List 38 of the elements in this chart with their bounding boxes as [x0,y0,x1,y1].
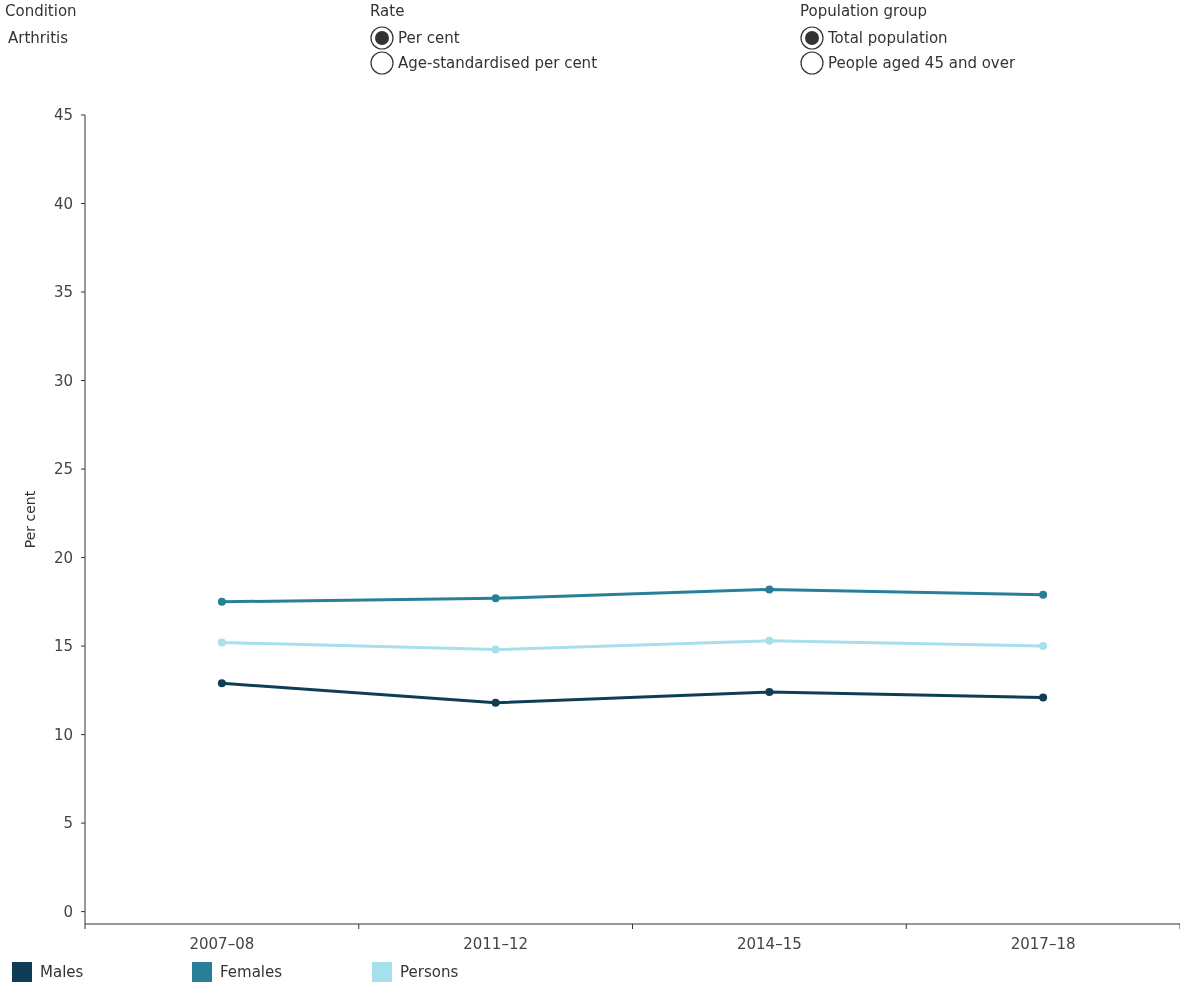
y-tick-label: 40 [53,194,73,213]
y-tick-label: 0 [63,902,73,921]
text: Total population [827,29,948,47]
point [491,594,500,603]
point [765,636,774,645]
text: Condition [5,2,77,20]
point [1039,590,1048,599]
y-tick-label: 30 [53,371,73,390]
point [765,688,774,697]
point [217,638,226,647]
text: People aged 45 and over [828,54,1016,72]
legend-label: Females [220,963,283,982]
text: Arthritis [8,29,69,47]
text: Rate [370,2,405,20]
text: Per cent [398,29,460,47]
y-tick-label: 5 [63,814,73,833]
x-tick-label: 2011–12 [463,935,529,953]
y-tick-label: 45 [53,106,73,125]
point [1039,642,1048,651]
x-tick-label: 2017–18 [1010,935,1076,953]
point [217,597,226,606]
y-tick-label: 15 [53,637,73,656]
point [1039,693,1048,702]
point [217,679,226,688]
point [491,645,500,654]
x-tick-label: 2007–08 [189,935,255,953]
point [765,585,774,594]
y-tick-label: 35 [53,283,73,302]
legend-label: Males [40,963,84,982]
y-tick-label: 25 [53,460,73,479]
y-tick-label: 10 [53,725,73,744]
point [491,698,500,707]
text: Population group [800,2,928,20]
y-tick-label: 20 [53,548,73,567]
x-tick-label: 2014–15 [736,935,802,953]
legend-label: Persons [400,963,459,982]
y-axis-title: Per cent [22,490,38,549]
text: Age-standardised per cent [398,54,598,72]
